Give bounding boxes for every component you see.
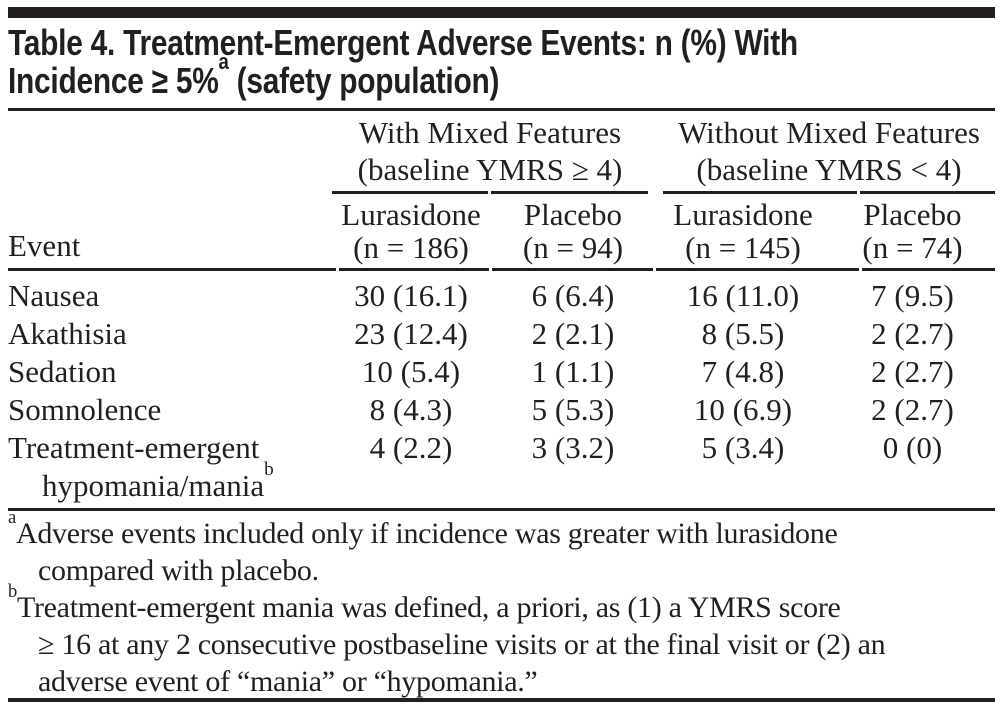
table-title-line2: Incidence ≥ 5%a (safety population) [8, 50, 996, 101]
footnote-b-line1: bTreatment-emergent mania was defined, a… [8, 582, 995, 626]
column-header-placebo-nonmixed: Placebo (n = 74) [830, 198, 995, 264]
column-header-lurasidone-mixed: Lurasidone (n = 186) [332, 198, 490, 264]
table-row: Somnolence 8 (4.3) 5 (5.3) 10 (6.9) 2 (2… [8, 391, 995, 429]
value-cell: 5 (3.4) [701, 430, 785, 465]
value-cell: 30 (16.1) [354, 278, 468, 313]
table-row: Akathisia 23 (12.4) 2 (2.1) 8 (5.5) 2 (2… [8, 315, 995, 353]
footnotes: aAdverse events included only if inciden… [8, 508, 995, 700]
column-n: (n = 145) [685, 230, 801, 265]
group-sublabel: (baseline YMRS < 4) [696, 152, 962, 187]
event-cell: Akathisia [8, 316, 127, 351]
footnote-marker-b: b [8, 580, 17, 602]
group-label: With Mixed Features [358, 115, 622, 150]
value-cell: 2 (2.7) [871, 354, 954, 389]
column-n: (n = 94) [522, 230, 624, 265]
column-drug: Lurasidone [341, 197, 481, 232]
value-cell: 2 (2.7) [871, 392, 954, 427]
column-header-event: Event [8, 228, 81, 263]
group-label: Without Mixed Features [678, 115, 980, 150]
event-continuation-text: hypomania/mania [42, 468, 265, 503]
value-cell: 8 (5.5) [701, 316, 785, 351]
footnote-text: Treatment-emergent mania was defined, a … [17, 591, 841, 624]
rule-gap [653, 268, 656, 271]
column-drug: Lurasidone [673, 197, 813, 232]
rule-gap [857, 191, 860, 194]
value-cell: 1 (1.1) [531, 354, 615, 389]
column-group-without-mixed-features: Without Mixed Features (baseline YMRS < … [663, 114, 995, 188]
spanner-rule-right [663, 191, 995, 194]
footnote-marker-b-ref: b [264, 459, 274, 481]
value-cell: 6 (6.4) [531, 278, 615, 313]
rule-gap [336, 268, 339, 271]
footnote-marker-a: a [8, 506, 16, 528]
event-cell: Nausea [8, 278, 100, 313]
spanner-rule-left [332, 191, 648, 194]
column-n: (n = 74) [862, 230, 963, 265]
value-cell: 8 (4.3) [369, 392, 453, 427]
footnote-a-line2: compared with placebo. [38, 554, 319, 587]
title-rule [8, 108, 995, 111]
table-title-line2-text2: (safety population) [228, 60, 500, 101]
event-cell-continuation: hypomania/maniab [8, 460, 995, 505]
value-cell: 16 (11.0) [686, 278, 800, 313]
footnote-a-line1: aAdverse events included only if inciden… [8, 508, 995, 552]
column-n: (n = 186) [353, 230, 469, 265]
table-row: Treatment-emergent 4 (2.2) 3 (3.2) 5 (3.… [8, 429, 995, 467]
value-cell: 2 (2.1) [531, 316, 615, 351]
footnote-b-line3: adverse event of “mania” or “hypomania.” [38, 665, 538, 698]
value-cell: 2 (2.7) [871, 316, 954, 351]
top-heavy-rule [8, 7, 995, 18]
footnote-marker-a-ref: a [218, 48, 229, 74]
table-row: Sedation 10 (5.4) 1 (1.1) 7 (4.8) 2 (2.7… [8, 353, 995, 391]
group-sublabel: (baseline YMRS ≥ 4) [357, 152, 623, 187]
event-cell: Treatment-emergent [8, 430, 260, 465]
value-cell: 5 (5.3) [531, 392, 615, 427]
value-cell: 0 (0) [882, 430, 943, 465]
value-cell: 7 (9.5) [871, 278, 954, 313]
event-cell: Somnolence [8, 392, 162, 427]
value-cell: 10 (6.9) [693, 392, 793, 427]
value-cell: 3 (3.2) [531, 430, 615, 465]
table-title: Table 4. Treatment-Emergent Adverse Even… [8, 24, 996, 100]
table-body: Nausea 30 (16.1) 6 (6.4) 16 (11.0) 7 (9.… [8, 277, 995, 505]
rule-gap [489, 268, 492, 271]
footnote-b-line2: ≥ 16 at any 2 consecutive postbaseline v… [38, 628, 886, 661]
rule-gap [859, 268, 862, 271]
rule-gap [488, 191, 491, 194]
bottom-rule [8, 698, 995, 702]
value-cell: 10 (5.4) [361, 354, 461, 389]
column-drug: Placebo [863, 197, 962, 232]
footnote-text: Adverse events included only if incidenc… [15, 517, 838, 550]
column-drug: Placebo [523, 197, 623, 232]
column-header-lurasidone-nonmixed: Lurasidone (n = 145) [656, 198, 830, 264]
table-title-line1: Table 4. Treatment-Emergent Adverse Even… [8, 22, 798, 63]
column-header-placebo-mixed: Placebo (n = 94) [490, 198, 656, 264]
event-cell: Sedation [8, 354, 117, 389]
column-group-with-mixed-features: With Mixed Features (baseline YMRS ≥ 4) [332, 114, 648, 188]
table-row: Nausea 30 (16.1) 6 (6.4) 16 (11.0) 7 (9.… [8, 277, 995, 315]
table-title-line2-text: Incidence ≥ 5% [8, 60, 219, 101]
value-cell: 23 (12.4) [354, 316, 468, 351]
footnote-rule [8, 508, 995, 511]
value-cell: 4 (2.2) [369, 430, 453, 465]
value-cell: 7 (4.8) [701, 354, 785, 389]
header-rule [8, 268, 995, 271]
